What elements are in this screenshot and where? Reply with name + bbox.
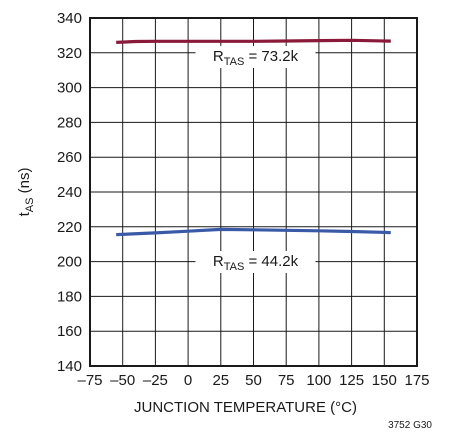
series-line-1 [116,38,391,44]
y-axis-title-unit: (ns) [16,168,33,198]
y-tick-label: 200 [57,254,82,271]
series-lines [116,38,391,237]
annotation-sub: TAS [224,261,245,273]
grid [90,18,417,366]
y-tick-label: 140 [57,358,82,375]
series-annotation-1: RTAS = 73.2k [213,48,299,68]
series-line-2 [116,227,391,237]
x-tick-labels: –75 –50 –25 0 25 50 75 100 125 150 175 [77,372,429,389]
x-tick-label: 0 [184,372,192,389]
y-tick-labels: 140 160 180 200 220 240 260 280 300 320 340 [57,10,82,375]
y-axis-title-main: t [16,211,33,216]
figure-id: 3752 G30 [388,420,432,431]
annotation-suffix: = 73.2k [244,48,298,65]
annotation-prefix: R [213,48,224,65]
x-tick-label: –75 [77,372,102,389]
x-tick-label: –25 [143,372,168,389]
annotation-background [195,46,316,68]
annotation-background [195,251,316,273]
y-tick-label: 300 [57,80,82,97]
y-tick-label: 340 [57,10,82,27]
x-tick-label: 175 [404,372,429,389]
x-tick-label: 125 [339,372,364,389]
annotation-sub: TAS [224,56,245,68]
y-tick-label: 160 [57,323,82,340]
x-tick-label: 75 [278,372,295,389]
annotation-prefix: R [213,253,224,270]
x-tick-label: 150 [372,372,397,389]
y-axis-title: tAS (ns) [16,168,36,217]
annotation-suffix: = 44.2k [244,253,298,270]
plot-frame [89,17,418,367]
x-tick-label: 50 [245,372,262,389]
y-tick-label: 240 [57,184,82,201]
y-tick-label: 320 [57,45,82,62]
x-axis-title: JUNCTION TEMPERATURE (°C) [134,399,357,416]
y-tick-label: 220 [57,219,82,236]
y-tick-label: 180 [57,288,82,305]
x-tick-label: –50 [110,372,135,389]
y-tick-label: 280 [57,114,82,131]
y-tick-label: 260 [57,149,82,166]
series-annotation-2: RTAS = 44.2k [213,253,299,273]
y-axis-title-sub: AS [24,198,36,213]
x-tick-label: 25 [212,372,229,389]
x-tick-label: 100 [306,372,331,389]
